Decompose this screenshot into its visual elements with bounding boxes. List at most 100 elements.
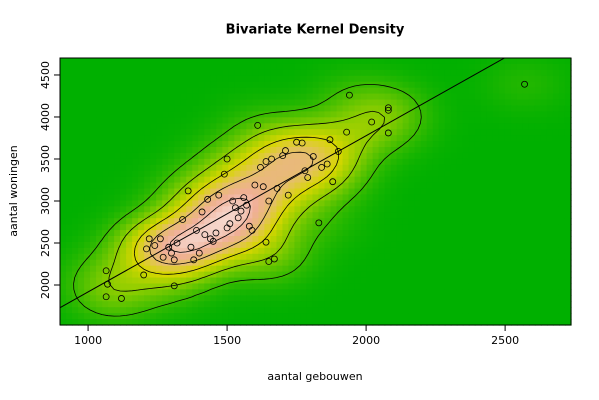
density-cell [318,170,326,178]
density-cell [288,247,296,255]
density-cell [180,93,187,101]
density-cell [276,99,284,107]
density-cell [456,277,464,285]
density-cell [456,247,464,255]
contour [73,84,422,317]
density-cell [552,253,560,261]
density-cell [306,158,314,166]
density-cell [318,87,326,95]
density-cell [96,87,103,95]
density-cell [516,164,524,172]
density-cell [330,259,338,267]
density-cell [246,224,253,231]
density-cell [564,241,572,249]
density-cell [522,93,530,101]
density-cell [468,206,476,213]
density-cell [174,236,181,243]
density-cell [174,164,181,172]
density-cell [66,170,73,178]
density-cell [468,135,476,142]
density-cell [552,117,560,124]
density-cell [252,158,259,166]
density-cell [330,63,338,71]
density-cell [408,164,416,172]
density-cell [78,129,85,136]
density-cell [228,301,235,308]
density-cell [546,218,554,225]
density-cell [420,135,428,142]
density-cell [456,301,464,308]
density-cell [108,230,115,237]
density-cell [126,176,133,184]
density-cell [156,135,163,142]
density-cell [174,93,181,101]
density-cell [174,218,181,225]
density-cell [180,129,187,136]
density-cell [438,164,446,172]
density-cell [228,247,235,255]
density-cell [144,259,151,267]
density-cell [372,206,380,213]
density-cell [456,319,464,326]
density-cell [216,129,223,136]
density-cell [258,265,265,273]
density-cell [366,319,374,326]
data-point [140,271,148,279]
density-cell [246,295,253,302]
density-cell [258,206,265,213]
density-cell [246,111,253,118]
density-cell [432,170,440,178]
density-cell [396,99,404,107]
density-cell [360,289,368,296]
y-tick-label: 2500 [39,229,52,257]
density-cell [324,194,332,201]
density-cell [444,87,452,95]
density-cell [174,117,181,124]
density-cell [186,271,193,279]
density-cell [216,283,223,290]
density-cell [204,129,211,136]
density-cell [492,206,500,213]
density-cell [240,307,247,314]
density-cell [414,63,422,71]
density-cell [504,313,512,320]
density-cell [444,170,452,178]
density-cell [120,319,127,326]
density-cell [72,129,79,136]
density-cell [228,206,235,213]
density-cell [360,123,368,130]
density-cell [228,58,235,65]
density-cell [198,188,205,196]
density-cell [228,283,235,290]
density-cell [150,265,157,273]
density-cell [462,259,470,267]
density-cell [360,206,368,213]
density-cell [114,289,121,296]
density-cell [108,164,115,172]
density-cell [174,147,181,154]
density-cell [366,271,374,279]
density-cell [204,289,211,296]
density-cell [342,135,350,142]
density-cell [120,218,127,225]
density-cell [528,176,536,184]
density-cell [78,259,85,267]
density-cell [294,236,302,243]
density-cell [108,69,115,77]
density-cell [84,295,91,302]
density-cell [216,117,223,124]
density-cell [408,182,416,190]
density-cell [402,129,410,136]
density-cell [228,117,235,124]
density-cell [114,230,121,237]
density-cell [156,319,163,326]
density-cell [480,147,488,154]
density-cell [138,295,145,302]
density-cell [558,218,566,225]
density-cell [156,212,163,219]
density-cell [108,141,115,148]
density-cell [60,87,67,95]
density-cell [282,277,290,285]
density-cell [114,129,121,136]
density-cell [360,271,368,279]
